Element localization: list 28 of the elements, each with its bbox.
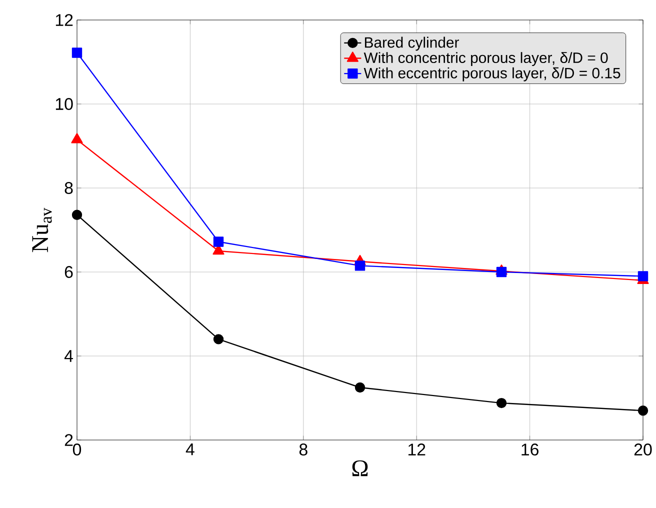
point <box>638 406 648 416</box>
x-tick-label: 20 <box>634 444 652 456</box>
point <box>213 334 224 344</box>
point <box>72 210 82 220</box>
x-tick-label: 16 <box>522 444 538 456</box>
x-tick-label: 0 <box>72 444 82 456</box>
legend-label: With concentric porous layer, δ/D = 0 <box>364 52 608 66</box>
x-tick-label: 12 <box>408 444 426 456</box>
y-tick-label: 10 <box>56 98 73 110</box>
y-tick-label: 12 <box>56 14 73 26</box>
point <box>72 48 82 58</box>
x-tick-label: 4 <box>186 444 194 456</box>
point <box>354 260 366 271</box>
legend-label: Bared cylinder <box>364 36 459 51</box>
y-tick-label: 6 <box>64 266 73 278</box>
legend-label: With eccentric porous layer, δ/D = 0.15 <box>364 67 620 82</box>
y-tick-label: 2 <box>64 434 73 446</box>
point <box>496 266 507 278</box>
y-tick-label: 4 <box>64 350 73 362</box>
point <box>354 382 366 393</box>
point <box>638 271 648 282</box>
y-axis-title: Nu$_{av}$ <box>32 208 52 252</box>
point <box>496 398 507 408</box>
x-axis-title: Ω <box>352 460 368 476</box>
x-tick-label: 8 <box>299 444 308 456</box>
y-tick-label: 8 <box>64 182 73 194</box>
point <box>71 133 83 144</box>
point <box>213 236 224 247</box>
